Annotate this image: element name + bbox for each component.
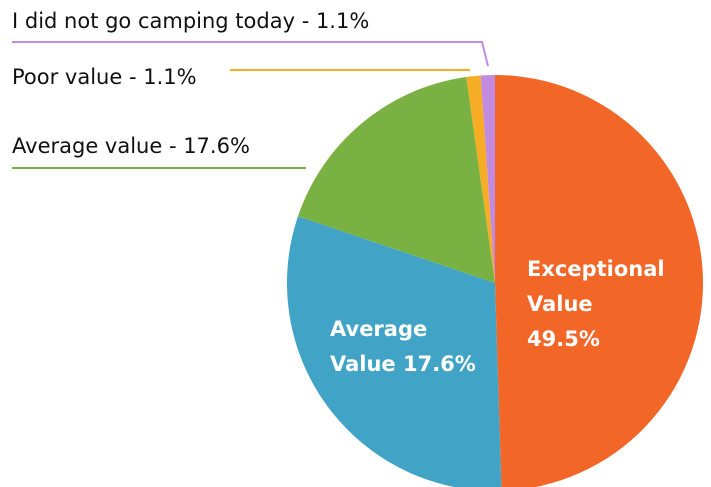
slice-label: Value	[527, 292, 593, 316]
leader-line	[12, 41, 489, 67]
pie-slice	[495, 75, 703, 487]
slice-label: Value 17.6%	[330, 352, 476, 376]
slice-label: Exceptional	[527, 257, 665, 281]
callout-label: I did not go camping today - 1.1%	[12, 9, 369, 33]
pie-slice	[298, 76, 495, 283]
pie-slice	[480, 75, 495, 283]
slice-label: 49.5%	[527, 327, 600, 351]
callout-label: Average value - 17.6%	[12, 134, 250, 158]
callout-label: Poor value - 1.1%	[12, 65, 197, 89]
pie-slice	[466, 75, 495, 283]
slice-label: Average	[330, 317, 427, 341]
pie-slice	[287, 216, 502, 487]
